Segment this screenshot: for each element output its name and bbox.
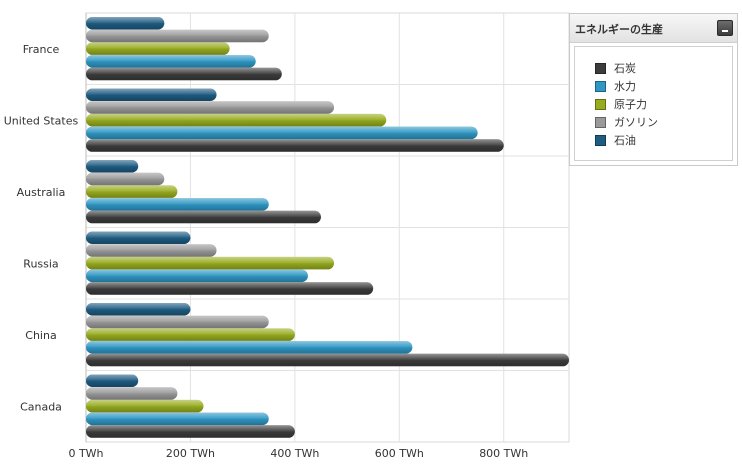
legend-swatch (595, 80, 606, 92)
bar-highlight (86, 139, 504, 152)
x-tick-label: 0 TWh (68, 447, 103, 460)
legend-label: 石油 (614, 134, 636, 147)
bar-highlight (86, 88, 217, 101)
bar-highlight (86, 315, 269, 329)
bar-highlight (86, 113, 387, 127)
category-label: France (23, 43, 60, 56)
bar-highlight (86, 198, 269, 211)
category-label: Russia (23, 257, 58, 270)
bar-highlight (86, 282, 374, 295)
x-tick-label: 200 TWh (166, 447, 215, 460)
category-label: United States (4, 114, 79, 127)
bar-highlight (86, 17, 165, 30)
bar-group (86, 160, 321, 224)
legend-body: 石炭水力原子力ガソリン石油 (574, 46, 733, 161)
category-label: Canada (20, 400, 62, 413)
legend-item[interactable]: 石油 (595, 131, 732, 149)
bar-highlight (86, 303, 191, 316)
legend-item[interactable]: 石炭 (595, 59, 732, 77)
x-tick-label: 600 TWh (375, 447, 424, 460)
x-tick-label: 800 TWh (479, 447, 528, 460)
collapse-icon[interactable] (717, 20, 733, 36)
bar-highlight (86, 399, 204, 413)
bar-highlight (86, 172, 165, 186)
legend-item[interactable]: 原子力 (595, 95, 732, 113)
legend-item[interactable]: ガソリン (595, 113, 732, 131)
bar-group (86, 231, 374, 295)
bar-highlight (86, 101, 335, 114)
legend-item[interactable]: 水力 (595, 77, 732, 95)
bar-highlight (86, 341, 413, 354)
category-label: China (25, 329, 56, 342)
bar-highlight (86, 160, 139, 173)
bar-highlight (86, 231, 191, 244)
bar-highlight (86, 67, 282, 81)
legend-label: 原子力 (614, 98, 647, 111)
x-tick-labels: 0 TWh 200 TWh 400 TWh 600 TWh 800 TWh (68, 447, 528, 460)
bar-highlight (86, 244, 217, 257)
category-labels: France United States Australia Russia China C… (4, 43, 79, 414)
bar-highlight (86, 328, 295, 341)
x-tick-label: 400 TWh (270, 447, 319, 460)
legend-swatch (595, 62, 606, 74)
bar-highlight (86, 126, 478, 140)
bar-highlight (86, 55, 256, 68)
bar-group (86, 17, 282, 81)
bar-highlight (86, 353, 569, 367)
bar-group (86, 303, 569, 367)
bar-highlight (86, 425, 295, 438)
bar-highlight (86, 210, 321, 224)
bar-highlight (86, 374, 139, 387)
legend-label: ガソリン (614, 116, 658, 129)
legend-label: 水力 (614, 80, 636, 93)
bar-layer (86, 17, 569, 438)
bar-highlight (86, 256, 335, 270)
bar-highlight (86, 185, 178, 198)
bar-group (86, 374, 295, 438)
grid-layer (85, 12, 570, 443)
bar-highlight (86, 412, 269, 426)
category-label: Australia (17, 186, 66, 199)
bar-highlight (86, 387, 178, 400)
bar-highlight (86, 42, 230, 55)
legend-title: エネルギーの生産 (575, 23, 663, 36)
legend-swatch (595, 98, 606, 110)
legend-swatch (595, 116, 606, 128)
legend: エネルギーの生産 石炭水力原子力ガソリン石油 (569, 13, 738, 166)
legend-swatch (595, 134, 606, 146)
bar-group (86, 88, 504, 152)
bar-highlight (86, 29, 269, 43)
bar-highlight (86, 269, 308, 283)
legend-list: 石炭水力原子力ガソリン石油 (575, 47, 732, 149)
legend-label: 石炭 (614, 62, 636, 75)
legend-header: エネルギーの生産 (570, 14, 737, 43)
